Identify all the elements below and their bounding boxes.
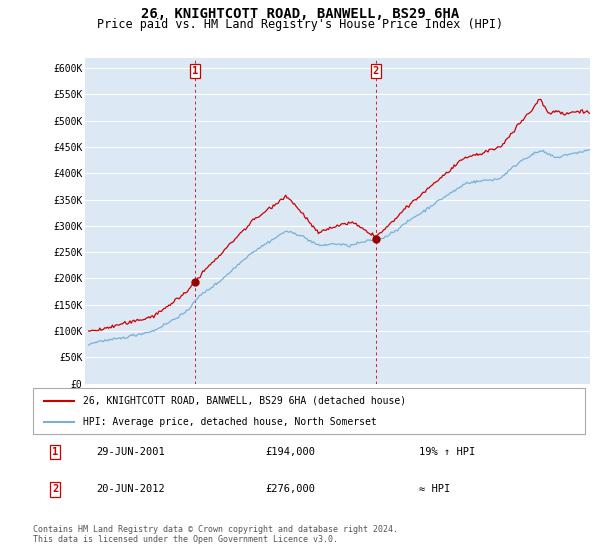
Text: 20-JUN-2012: 20-JUN-2012	[97, 484, 165, 494]
Text: 1: 1	[192, 66, 198, 76]
Text: 1: 1	[52, 447, 58, 457]
Text: 29-JUN-2001: 29-JUN-2001	[97, 447, 165, 457]
Text: 2: 2	[373, 66, 379, 76]
Text: £194,000: £194,000	[265, 447, 315, 457]
Text: 2: 2	[52, 484, 58, 494]
Text: 26, KNIGHTCOTT ROAD, BANWELL, BS29 6HA: 26, KNIGHTCOTT ROAD, BANWELL, BS29 6HA	[141, 7, 459, 21]
Text: Contains HM Land Registry data © Crown copyright and database right 2024.: Contains HM Land Registry data © Crown c…	[33, 525, 398, 534]
Text: Price paid vs. HM Land Registry's House Price Index (HPI): Price paid vs. HM Land Registry's House …	[97, 18, 503, 31]
Text: 19% ↑ HPI: 19% ↑ HPI	[419, 447, 476, 457]
Text: 26, KNIGHTCOTT ROAD, BANWELL, BS29 6HA (detached house): 26, KNIGHTCOTT ROAD, BANWELL, BS29 6HA (…	[83, 396, 406, 406]
Text: HPI: Average price, detached house, North Somerset: HPI: Average price, detached house, Nort…	[83, 417, 376, 427]
Text: £276,000: £276,000	[265, 484, 315, 494]
Text: ≈ HPI: ≈ HPI	[419, 484, 451, 494]
Text: This data is licensed under the Open Government Licence v3.0.: This data is licensed under the Open Gov…	[33, 535, 338, 544]
